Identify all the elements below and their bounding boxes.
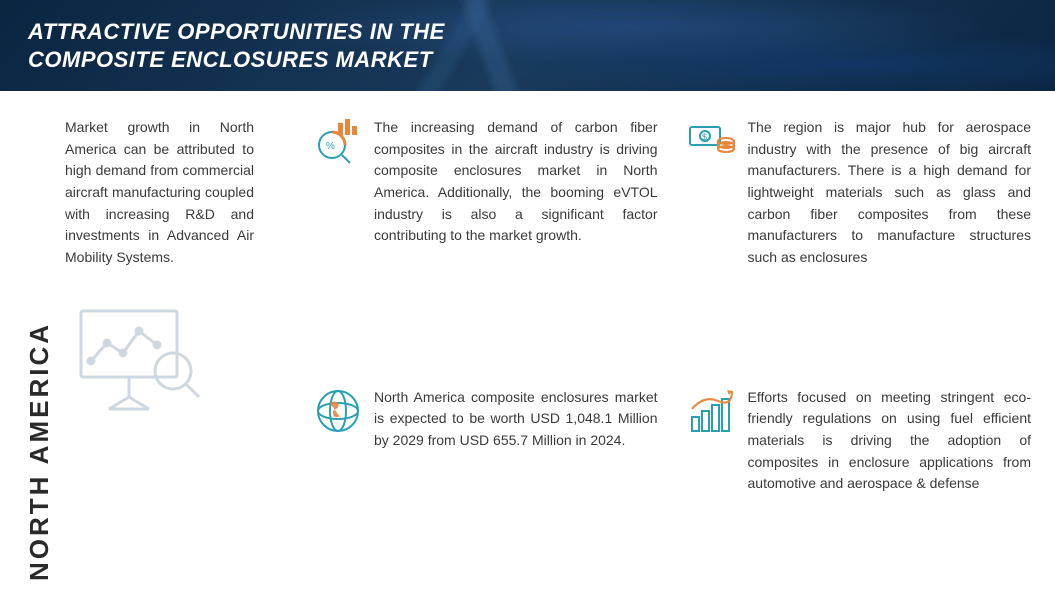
region-label: NORTH AMERICA — [24, 318, 55, 585]
content-area: NORTH AMERICA Market growth in North Ame… — [0, 91, 1055, 603]
left-body: Market growth in North America can be at… — [65, 117, 254, 585]
money-icon: $ — [688, 117, 736, 165]
opportunity-text-2: The region is major hub for aerospace in… — [748, 117, 1032, 269]
opportunity-cell-2: $ The region is major hub for aerospace … — [688, 117, 1032, 359]
infographic-header: ATTRACTIVE OPPORTUNITIES IN THE COMPOSIT… — [0, 0, 1055, 91]
analytics-chart-icon: % — [314, 117, 362, 165]
header-title: ATTRACTIVE OPPORTUNITIES IN THE COMPOSIT… — [28, 18, 1027, 73]
growth-bars-icon — [688, 387, 736, 435]
header-title-line2: COMPOSITE ENCLOSURES MARKET — [28, 47, 433, 72]
opportunity-cell-3: North America composite enclosures marke… — [314, 387, 658, 585]
globe-icon — [314, 387, 362, 435]
header-title-line1: ATTRACTIVE OPPORTUNITIES IN THE — [28, 19, 445, 44]
presentation-chart-icon — [65, 301, 254, 421]
left-column: NORTH AMERICA Market growth in North Ame… — [24, 117, 254, 585]
opportunity-grid: % The increasing demand of carbon fiber … — [254, 117, 1031, 585]
svg-text:%: % — [326, 141, 335, 152]
svg-text:$: $ — [702, 132, 707, 142]
intro-text: Market growth in North America can be at… — [65, 117, 254, 269]
opportunity-cell-1: % The increasing demand of carbon fiber … — [314, 117, 658, 359]
opportunity-text-3: North America composite enclosures marke… — [374, 387, 658, 452]
opportunity-text-4: Efforts focused on meeting stringent eco… — [748, 387, 1032, 495]
opportunity-text-1: The increasing demand of carbon fiber co… — [374, 117, 658, 247]
opportunity-cell-4: Efforts focused on meeting stringent eco… — [688, 387, 1032, 585]
